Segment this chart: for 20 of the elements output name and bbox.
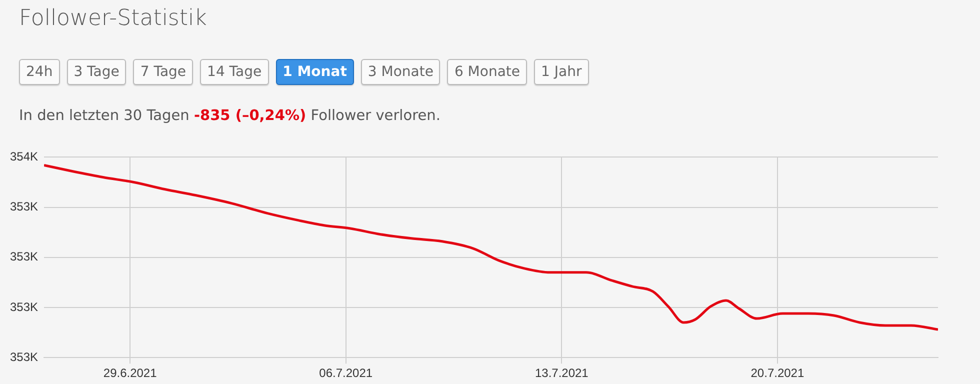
chart-subtitle: In den letzten 30 Tagen -835 (–0,24%) Follower verloren.: [19, 108, 440, 124]
text: 24h: [19, 59, 60, 85]
text: 3 Tage: [66, 59, 126, 85]
chart-title: Follower-Statistik: [19, 6, 207, 31]
y-tick-label: 354K: [10, 150, 38, 164]
x-tick-label: 20.7.2021: [750, 366, 804, 380]
y-tick-label: 353K: [10, 250, 38, 264]
x-tick-label: 06.7.2021: [319, 366, 373, 380]
text: 1 Monat: [276, 59, 354, 85]
y-tick-label: 353K: [10, 350, 38, 364]
text: 1 Jahr: [534, 59, 589, 85]
x-tick-label: 13.7.2021: [534, 366, 589, 380]
text: 6 Monate: [447, 59, 528, 85]
line-series: [44, 164, 938, 331]
text: 3 Monate: [360, 59, 440, 85]
text: 14 Tage: [200, 59, 269, 85]
y-tick-label: 353K: [10, 300, 38, 314]
x-tick-label: 29.6.2021: [103, 366, 158, 380]
text: 7 Tage: [133, 59, 194, 85]
y-tick-label: 353K: [10, 200, 38, 214]
